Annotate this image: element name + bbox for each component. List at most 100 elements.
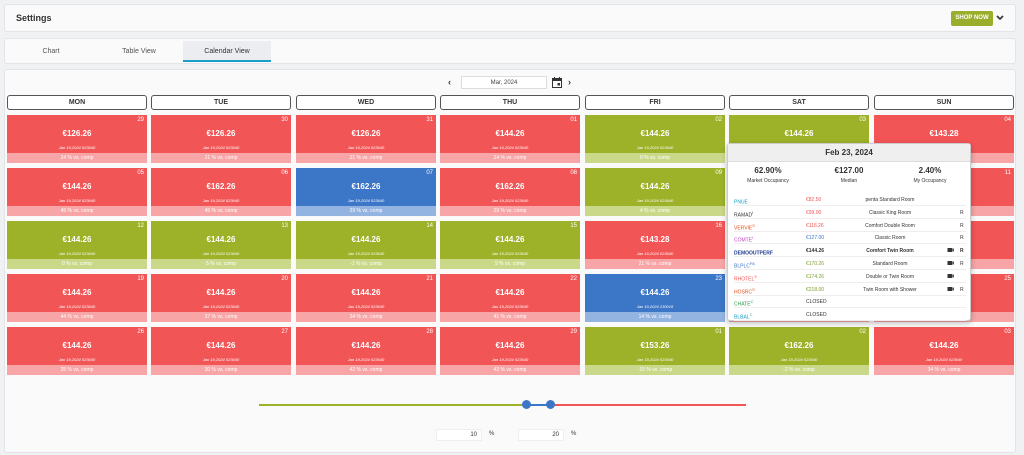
cell-date: 07	[426, 170, 433, 176]
cell-date: 26	[137, 329, 144, 335]
cell-price: €143.28	[640, 235, 670, 244]
calendar-day-cell[interactable]: 05 €144.26 Jan 19,2024 023640 45 % vs. comp	[7, 168, 147, 216]
cell-date: 20	[281, 276, 288, 282]
hotel-name: BLPLC	[734, 263, 750, 270]
hotel-price: €174.26	[806, 273, 825, 280]
cell-date: 28	[426, 329, 433, 335]
calendar-day-cell[interactable]: 22 €144.26 Jan 19,2024 023640 41 % vs. comp	[440, 274, 580, 322]
cell-comparison: 44 % vs. comp	[7, 312, 147, 322]
stat-my-occupancy: 2.40% My Occupancy	[890, 166, 970, 184]
cell-price: €144.26	[495, 129, 525, 138]
cell-updated: Jan 19,2024 230016	[636, 304, 674, 309]
calendar-day-cell[interactable]: 27 €144.26 Jan 19,2024 023640 30 % vs. comp	[151, 327, 291, 375]
month-input[interactable]: Mar, 2024	[461, 76, 547, 89]
calendar-day-cell[interactable]: 26 €144.26 Jan 19,2024 023640 35 % vs. comp	[7, 327, 147, 375]
day-header-tue: TUE	[151, 95, 291, 110]
calendar-day-cell[interactable]: 02 €162.26 Jan 19,2024 023640 -2 % vs. comp	[729, 327, 869, 375]
calendar-day-cell[interactable]: 21 €144.26 Jan 19,2024 023640 34 % vs. comp	[296, 274, 436, 322]
cell-comparison: 29 % vs. comp	[296, 206, 436, 216]
calendar-day-cell[interactable]: 02 €144.26 Jan 19,2024 023640 0 % vs. comp	[585, 115, 725, 163]
cell-comparison: 34 % vs. comp	[296, 312, 436, 322]
refundable-flag: R	[960, 209, 964, 216]
cell-date: 16	[715, 223, 722, 229]
cell-price: €144.26	[640, 129, 670, 138]
cell-price: €126.26	[206, 129, 236, 138]
slider-handle-low[interactable]	[522, 400, 531, 409]
shop-now-button[interactable]: SHOP NOW	[951, 11, 993, 26]
cell-body: 14 €144.26 Jan 19,2024 023640	[296, 221, 436, 259]
cell-price: €144.26	[351, 341, 381, 350]
calendar-day-cell[interactable]: 23 €144.26 Jan 19,2024 230016 14 % vs. comp	[585, 274, 725, 322]
cell-updated: Jan 19,2024 023640	[491, 304, 529, 309]
room-type: Twin Room with Shower	[863, 286, 917, 293]
calendar-day-cell[interactable]: 01 €144.26 Jan 19,2024 023640 24 % vs. comp	[440, 115, 580, 163]
calendar-day-cell[interactable]: 07 €162.26 Jan 19,2024 023640 29 % vs. comp	[296, 168, 436, 216]
cell-body: 31 €126.26 Jan 19,2024 023640	[296, 115, 436, 153]
calendar-day-cell[interactable]: 01 €153.26 Jan 19,2024 023640 -15 % vs. com…	[585, 327, 725, 375]
stat-label: Market Occupancy	[747, 178, 789, 184]
calendar-day-cell[interactable]: 13 €144.26 Jan 19,2024 023640 5 % vs. comp	[151, 221, 291, 269]
cell-comparison: 35 % vs. comp	[7, 365, 147, 375]
calendar-day-cell[interactable]: 15 €144.26 Jan 19,2024 023640 9 % vs. comp	[440, 221, 580, 269]
next-month-button[interactable]: ›	[568, 77, 571, 87]
calendar-day-cell[interactable]: 06 €162.26 Jan 19,2024 023640 45 % vs. comp	[151, 168, 291, 216]
cell-comparison: 5 % vs. comp	[151, 259, 291, 269]
room-type: Comfort Double Room	[865, 222, 915, 229]
calendar-day-cell[interactable]: 31 €126.26 Jan 19,2024 023640 21 % vs. comp	[296, 115, 436, 163]
calendar-day-cell[interactable]: 20 €144.26 Jan 19,2024 023640 37 % vs. comp	[151, 274, 291, 322]
cell-price: €144.26	[62, 182, 92, 191]
cell-comparison: 41 % vs. comp	[440, 312, 580, 322]
cell-date: 19	[137, 276, 144, 282]
cell-updated: Jan 19,2024 023640	[58, 145, 96, 150]
calendar-day-cell[interactable]: 29 €144.26 Jan 19,2024 023640 43 % vs. comp	[440, 327, 580, 375]
refundable-flag: R	[960, 286, 964, 293]
calendar-day-cell[interactable]: 16 €143.28 Jan 19,2024 023640 21 % vs. comp	[585, 221, 725, 269]
calendar-day-cell[interactable]: 29 €126.26 Jan 19,2024 023640 24 % vs. comp	[7, 115, 147, 163]
calendar-day-cell[interactable]: 03 €144.26 Jan 19,2024 023640 34 % vs. comp	[874, 327, 1014, 375]
high-threshold-input[interactable]: 20	[518, 429, 564, 441]
cell-updated: Jan 19,2024 023640	[347, 304, 385, 309]
cell-price: €144.26	[206, 288, 236, 297]
hotel-code: BLBALC	[734, 312, 752, 321]
cell-comparison: 9 % vs. comp	[440, 259, 580, 269]
tab-table-view[interactable]: Table View	[122, 48, 156, 55]
cell-date: 25	[1004, 276, 1011, 282]
room-type: penta Standard Room	[865, 197, 915, 203]
cell-updated: Jan 19,2024 023640	[636, 145, 674, 150]
tab-calendar-view[interactable]: Calendar View	[183, 41, 271, 62]
cell-date: 06	[281, 170, 288, 176]
calendar-day-cell[interactable]: 30 €126.26 Jan 19,2024 023640 21 % vs. comp	[151, 115, 291, 163]
slider-handle-high[interactable]	[546, 400, 555, 409]
calendar-day-cell[interactable]: 14 €144.26 Jan 19,2024 023640 -1 % vs. comp	[296, 221, 436, 269]
hotel-name: COMTE	[734, 238, 753, 245]
day-header-thu: THU	[440, 95, 580, 110]
prev-month-button[interactable]: ‹	[448, 77, 451, 87]
calendar-day-cell[interactable]: 28 €144.26 Jan 19,2024 023640 42 % vs. comp	[296, 327, 436, 375]
cell-body: 15 €144.26 Jan 19,2024 023640	[440, 221, 580, 259]
chevron-down-icon[interactable]	[995, 12, 1005, 24]
hotel-superscript: S	[752, 222, 755, 228]
cell-body: 16 €143.28 Jan 19,2024 023640	[585, 221, 725, 259]
cell-date: 03	[859, 117, 866, 123]
calendar-icon[interactable]	[552, 77, 562, 88]
hotel-price: €127.00	[806, 235, 825, 242]
hotel-price: €144.26	[806, 248, 825, 255]
hotel-superscript: C	[749, 312, 753, 318]
cell-date: 15	[570, 223, 577, 229]
calendar-day-cell[interactable]: 19 €144.26 Jan 19,2024 023640 44 % vs. comp	[7, 274, 147, 322]
calendar-day-cell[interactable]: 12 €144.26 Jan 19,2024 023640 0 % vs. comp	[7, 221, 147, 269]
cell-date: 01	[570, 117, 577, 123]
calendar-day-cell[interactable]: 08 €162.26 Jan 19,2024 023640 29 % vs. comp	[440, 168, 580, 216]
refundable-flag: R	[960, 222, 964, 229]
hotel-superscript: C	[750, 299, 754, 305]
cell-body: 30 €126.26 Jan 19,2024 023640	[151, 115, 291, 153]
low-threshold-input[interactable]: 10	[436, 429, 482, 441]
tab-chart[interactable]: Chart	[42, 48, 60, 55]
cell-comparison: 45 % vs. comp	[7, 206, 147, 216]
cell-price: €144.26	[62, 341, 92, 350]
room-type: Classic Room	[874, 235, 906, 242]
calendar-day-cell[interactable]: 09 €144.26 Jan 19,2024 023640 4 % vs. comp	[585, 168, 725, 216]
hotel-price: €170.26	[806, 261, 825, 267]
hotel-code: RAMADI	[734, 210, 753, 219]
stat-value: 2.40%	[918, 166, 942, 175]
